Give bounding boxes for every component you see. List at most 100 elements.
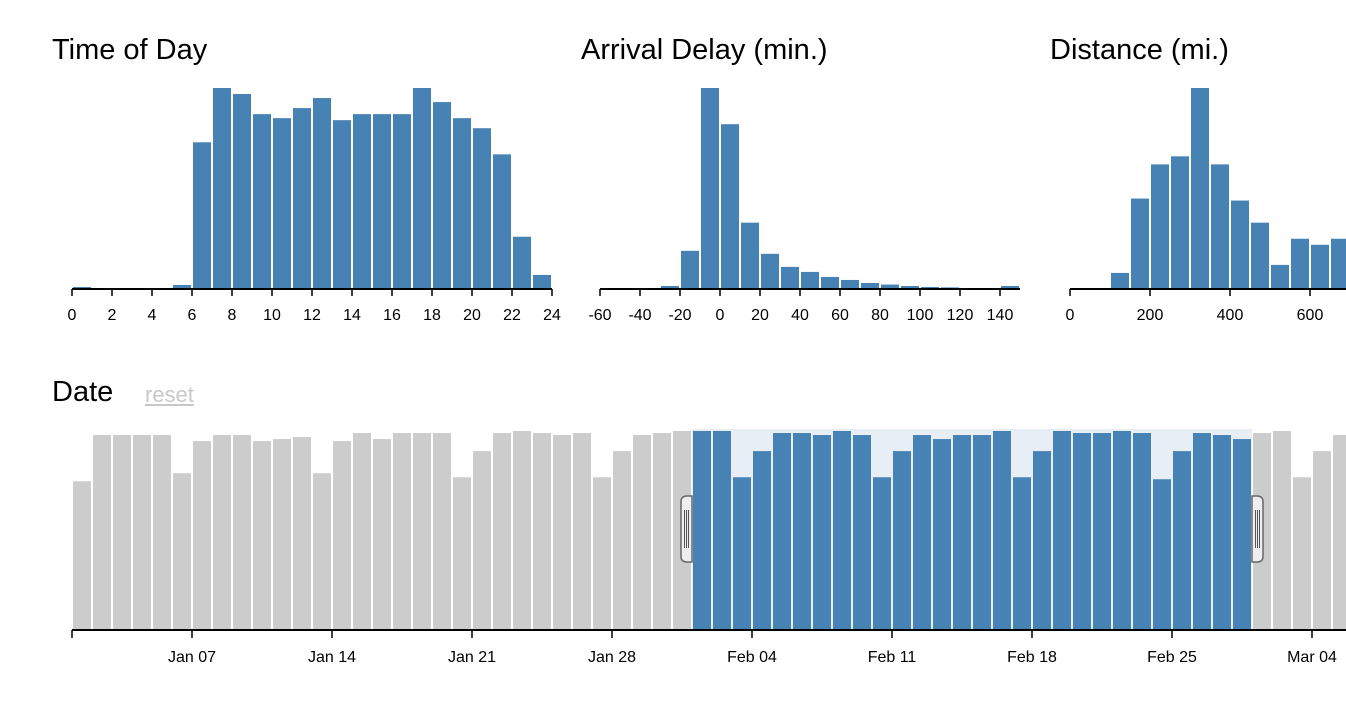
- distance-bar[interactable]: [1331, 238, 1346, 289]
- date-reset-link[interactable]: reset: [145, 382, 194, 407]
- time-of-day-bar[interactable]: [173, 284, 191, 289]
- time-of-day-bar[interactable]: [213, 88, 231, 289]
- arrival-delay-chart[interactable]: -60 -40 -20 0 20 40 60 80 100 120 140: [580, 80, 1040, 340]
- arrival-delay-bar[interactable]: [901, 285, 919, 289]
- distance-bar[interactable]: [1131, 198, 1149, 289]
- date-bar[interactable]: [733, 477, 751, 630]
- arrival-delay-bar[interactable]: [701, 88, 719, 289]
- distance-bar[interactable]: [1111, 272, 1129, 289]
- date-bar[interactable]: [1293, 477, 1311, 630]
- time-of-day-bar[interactable]: [253, 114, 271, 289]
- time-of-day-bar[interactable]: [493, 154, 511, 289]
- distance-bar[interactable]: [1211, 164, 1229, 289]
- arrival-delay-bar[interactable]: [1001, 285, 1019, 289]
- date-bar[interactable]: [333, 441, 351, 630]
- date-bar[interactable]: [813, 435, 831, 630]
- time-of-day-bar[interactable]: [193, 142, 211, 289]
- date-bar[interactable]: [1113, 431, 1131, 630]
- arrival-delay-bar[interactable]: [801, 271, 819, 289]
- time-of-day-bar[interactable]: [473, 128, 491, 289]
- arrival-delay-bar[interactable]: [841, 279, 859, 289]
- date-bar[interactable]: [1073, 433, 1091, 630]
- arrival-delay-bar[interactable]: [781, 266, 799, 289]
- distance-bar[interactable]: [1251, 222, 1269, 289]
- distance-bar[interactable]: [1191, 88, 1209, 289]
- date-bar[interactable]: [313, 473, 331, 630]
- date-bar[interactable]: [593, 477, 611, 630]
- date-bar[interactable]: [253, 441, 271, 630]
- date-bar[interactable]: [413, 433, 431, 630]
- date-bar[interactable]: [1333, 435, 1346, 630]
- date-bar[interactable]: [173, 473, 191, 630]
- date-bar[interactable]: [773, 433, 791, 630]
- date-bar[interactable]: [93, 435, 111, 630]
- date-bar[interactable]: [293, 437, 311, 630]
- arrival-delay-bar[interactable]: [921, 286, 939, 289]
- date-brush-handle-right[interactable]: [1251, 495, 1264, 563]
- date-bar[interactable]: [633, 435, 651, 630]
- date-bar[interactable]: [1133, 433, 1151, 630]
- time-of-day-bar[interactable]: [513, 236, 531, 289]
- date-bar[interactable]: [613, 451, 631, 630]
- time-of-day-bar[interactable]: [333, 120, 351, 289]
- time-of-day-bar[interactable]: [273, 118, 291, 290]
- date-bar[interactable]: [233, 435, 251, 630]
- date-bar[interactable]: [273, 439, 291, 630]
- date-bar[interactable]: [73, 481, 91, 630]
- date-bar[interactable]: [753, 451, 771, 630]
- date-bar[interactable]: [1273, 431, 1291, 630]
- time-of-day-bar[interactable]: [533, 274, 551, 289]
- date-bar[interactable]: [353, 433, 371, 630]
- date-bar[interactable]: [873, 477, 891, 630]
- date-bar[interactable]: [573, 433, 591, 630]
- arrival-delay-bar[interactable]: [681, 250, 699, 289]
- date-bar[interactable]: [1093, 433, 1111, 630]
- date-bar[interactable]: [1313, 451, 1331, 630]
- date-bar[interactable]: [553, 435, 571, 630]
- date-bar[interactable]: [1013, 477, 1031, 630]
- arrival-delay-bar[interactable]: [821, 276, 839, 289]
- date-bar[interactable]: [933, 439, 951, 630]
- date-bar[interactable]: [393, 433, 411, 630]
- date-bar[interactable]: [1193, 433, 1211, 630]
- time-of-day-bar[interactable]: [453, 118, 471, 290]
- time-of-day-bar[interactable]: [373, 114, 391, 289]
- date-bar[interactable]: [793, 433, 811, 630]
- date-bar[interactable]: [433, 433, 451, 630]
- distance-bar[interactable]: [1231, 200, 1249, 289]
- date-bar[interactable]: [473, 451, 491, 630]
- date-bar[interactable]: [1033, 451, 1051, 630]
- distance-bar[interactable]: [1151, 164, 1169, 289]
- date-bar[interactable]: [1213, 435, 1231, 630]
- date-bar[interactable]: [953, 435, 971, 630]
- date-bar[interactable]: [113, 435, 131, 630]
- time-of-day-bar[interactable]: [73, 286, 91, 289]
- date-bar[interactable]: [713, 431, 731, 630]
- date-bar[interactable]: [1233, 439, 1251, 630]
- arrival-delay-bar[interactable]: [881, 284, 899, 289]
- date-bar[interactable]: [153, 435, 171, 630]
- date-bar[interactable]: [1173, 451, 1191, 630]
- date-bar[interactable]: [453, 477, 471, 630]
- time-of-day-chart[interactable]: 0 2 4 6 8 10 12 14 16 18 20 22 24: [60, 80, 570, 340]
- time-of-day-bar[interactable]: [233, 94, 251, 289]
- date-bar[interactable]: [1153, 479, 1171, 630]
- date-bar[interactable]: [513, 431, 531, 630]
- distance-chart[interactable]: 0 200 400 600: [1055, 80, 1346, 340]
- distance-bar[interactable]: [1311, 244, 1329, 289]
- date-bar[interactable]: [853, 435, 871, 630]
- date-bar[interactable]: [533, 433, 551, 630]
- time-of-day-bar[interactable]: [293, 108, 311, 289]
- arrival-delay-bar[interactable]: [661, 285, 679, 289]
- arrival-delay-bar[interactable]: [741, 222, 759, 289]
- date-bar[interactable]: [133, 435, 151, 630]
- time-of-day-bar[interactable]: [413, 88, 431, 289]
- distance-bar[interactable]: [1171, 156, 1189, 289]
- time-of-day-bar[interactable]: [433, 102, 451, 289]
- time-of-day-bar[interactable]: [353, 114, 371, 289]
- date-brush-handle-left[interactable]: [680, 495, 693, 563]
- date-bar[interactable]: [893, 451, 911, 630]
- distance-bar[interactable]: [1271, 264, 1289, 289]
- time-of-day-bar[interactable]: [313, 98, 331, 289]
- date-bar[interactable]: [493, 433, 511, 630]
